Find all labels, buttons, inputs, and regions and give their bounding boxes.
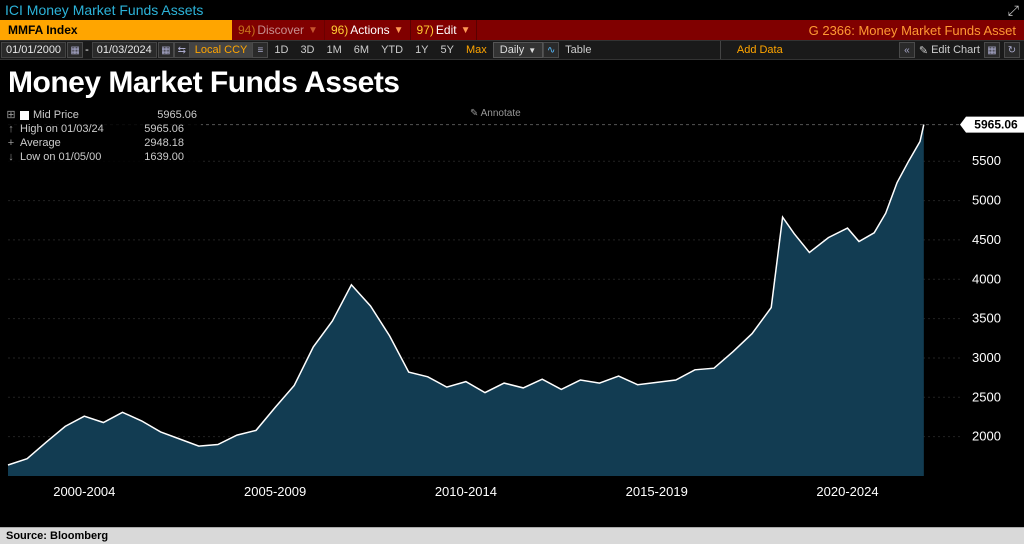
range-button-max[interactable]: Max (460, 41, 493, 59)
svg-text:5965.06: 5965.06 (974, 118, 1018, 132)
svg-text:3000: 3000 (972, 350, 1001, 365)
annotate-button[interactable]: ✎ Annotate (470, 108, 521, 119)
chevron-down-icon: ▼ (308, 25, 318, 36)
chart-area: ⊞Mid Price5965.06 ↑High on 01/03/245965.… (0, 106, 1024, 510)
svg-text:5000: 5000 (972, 193, 1001, 208)
range-button-ytd[interactable]: YTD (375, 41, 409, 59)
svg-text:2015-2019: 2015-2019 (626, 484, 688, 499)
svg-text:3500: 3500 (972, 311, 1001, 326)
svg-text:2010-2014: 2010-2014 (435, 484, 497, 499)
frequency-selector[interactable]: Daily ▼ (493, 42, 543, 58)
info-row: ↓Low on 01/05/001639.00 (6, 150, 197, 164)
expand-icon[interactable]: ⤢ (1008, 2, 1019, 19)
chevron-down-icon: ▼ (461, 25, 471, 36)
window-title-bar: ICI Money Market Funds Assets ⤢ (0, 0, 1024, 20)
svg-text:4000: 4000 (972, 271, 1001, 286)
range-button-1d[interactable]: 1D (268, 41, 294, 59)
discover-menu[interactable]: 94) Discover ▼ (232, 20, 325, 40)
calendar-icon[interactable]: ▦ (67, 42, 83, 58)
svg-text:4500: 4500 (972, 232, 1001, 247)
edit-menu[interactable]: 97) Edit ▼ (411, 20, 478, 40)
index-chip[interactable]: MMFA Index (0, 20, 232, 40)
refresh-icon[interactable]: ↻ (1004, 42, 1020, 58)
actions-menu[interactable]: 96) Actions ▼ (325, 20, 411, 40)
function-bar: MMFA Index 94) Discover ▼ 96) Actions ▼ … (0, 20, 1024, 40)
chart-type-icon[interactable]: ∿ (543, 42, 559, 58)
window-title: ICI Money Market Funds Assets (5, 2, 203, 18)
svg-text:2500: 2500 (972, 389, 1001, 404)
calendar-icon[interactable]: ▦ (158, 42, 174, 58)
chart-title: Money Market Funds Assets (0, 60, 1024, 106)
end-date-input[interactable]: 01/03/2024 (92, 42, 157, 58)
expand-panel-icon[interactable]: ⊞ (6, 108, 16, 122)
svg-text:2000: 2000 (972, 429, 1001, 444)
grid-icon[interactable]: ▦ (984, 42, 1000, 58)
info-row: ↑High on 01/03/245965.06 (6, 122, 197, 136)
series-color-swatch (20, 111, 29, 120)
chevron-down-icon: ▼ (394, 25, 404, 36)
svg-text:2005-2009: 2005-2009 (244, 484, 306, 499)
lock-icon[interactable]: ⇆ (174, 42, 190, 58)
svg-text:5500: 5500 (972, 153, 1001, 168)
range-button-3d[interactable]: 3D (294, 41, 320, 59)
svg-text:2000-2004: 2000-2004 (53, 484, 115, 499)
line-chart-svg[interactable]: 2000 2500 3000 3500 4000 4500 5000 5500 2000-200… (0, 106, 1024, 510)
pencil-icon: ✎ (919, 44, 928, 57)
currency-selector[interactable]: Local CCY (190, 42, 253, 58)
range-button-1m[interactable]: 1M (321, 41, 348, 59)
source-label: Source: Bloomberg (0, 527, 1024, 544)
add-data-button[interactable]: Add Data (720, 41, 895, 59)
chart-toolbar: 01/01/2000 ▦ - 01/03/2024 ▦ ⇆ Local CCY … (0, 40, 1024, 60)
info-panel: ⊞Mid Price5965.06 ↑High on 01/03/245965.… (2, 106, 201, 166)
start-date-input[interactable]: 01/01/2000 (1, 42, 66, 58)
table-view-tab[interactable]: Table (559, 41, 597, 59)
prev-icon[interactable]: « (899, 42, 915, 58)
range-button-1y[interactable]: 1Y (409, 41, 434, 59)
range-button-6m[interactable]: 6M (348, 41, 375, 59)
range-buttons: 1D3D1M6MYTD1Y5YMax (268, 44, 492, 56)
svg-text:2020-2024: 2020-2024 (816, 484, 878, 499)
chevron-down-icon: ▼ (528, 46, 536, 55)
settings-icon[interactable]: ≡ (252, 42, 268, 58)
info-row: +Average2948.18 (6, 136, 197, 150)
chart-id-label: G 2366: Money Market Funds Asset (809, 23, 1016, 38)
index-label: MMFA Index (8, 23, 78, 37)
edit-chart-button[interactable]: ✎ Edit Chart (919, 44, 980, 57)
pencil-icon: ✎ (470, 108, 478, 119)
range-button-5y[interactable]: 5Y (435, 41, 460, 59)
